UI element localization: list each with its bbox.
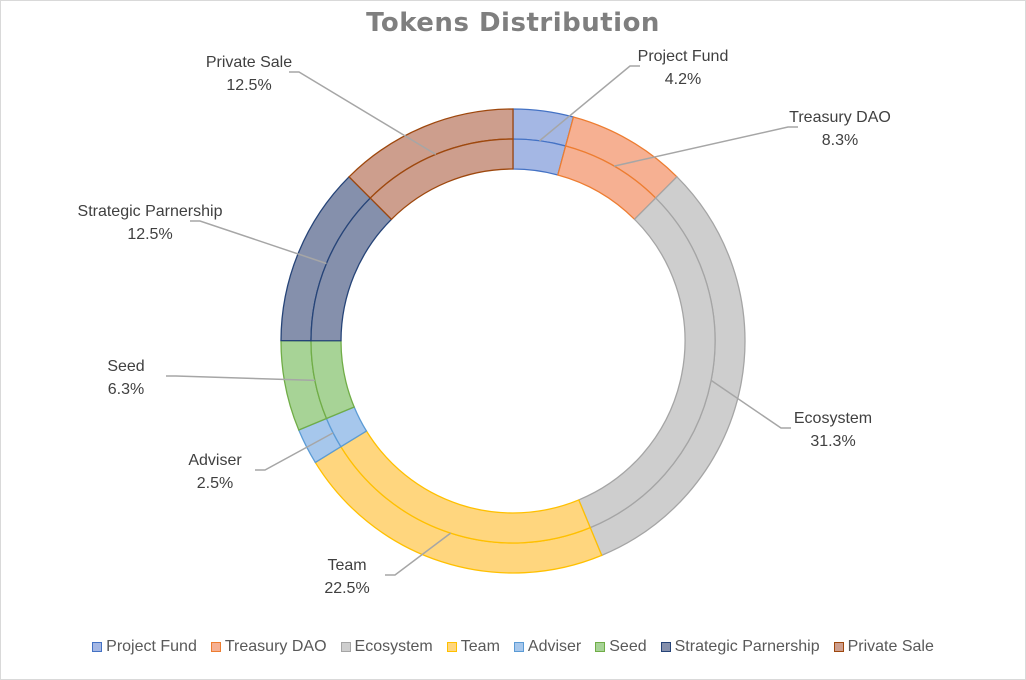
legend-swatch <box>446 642 457 652</box>
legend-swatch <box>92 642 103 652</box>
legend-label: Team <box>460 638 500 655</box>
legend-item-ecosystem: Ecosystem <box>340 638 433 656</box>
data-label-category: Project Fund <box>638 48 729 65</box>
legend-item-team: Team <box>446 638 500 656</box>
data-label-category: Strategic Parnership <box>78 203 223 220</box>
legend-item-treasury-dao: Treasury DAO <box>210 638 327 656</box>
legend-swatch <box>595 642 606 652</box>
legend-label: Seed <box>609 638 647 655</box>
data-label-value: 12.5% <box>226 77 271 94</box>
leader-line <box>190 220 327 265</box>
chart-title: Tokens Distribution <box>366 8 660 38</box>
legend-label: Strategic Parnership <box>674 638 820 655</box>
legend-swatch <box>660 642 671 652</box>
legend-label: Treasury DAO <box>224 638 327 655</box>
legend-item-project-fund: Project Fund <box>92 638 197 656</box>
legend-swatch <box>833 642 844 652</box>
legend-label: Adviser <box>527 638 582 655</box>
legend-item-adviser: Adviser <box>513 638 582 656</box>
legend-swatch <box>513 642 524 652</box>
legend-swatch <box>340 642 351 652</box>
data-label-category: Seed <box>107 358 144 375</box>
data-label-value: 31.3% <box>810 433 855 450</box>
data-label-category: Adviser <box>188 452 242 469</box>
data-label-value: 4.2% <box>665 71 701 88</box>
leader-line <box>166 375 315 382</box>
leader-line <box>385 532 452 576</box>
data-label-value: 22.5% <box>324 580 369 597</box>
slice-private-sale-inner <box>369 138 514 221</box>
data-label-category: Team <box>327 557 366 574</box>
legend-item-seed: Seed <box>595 638 647 656</box>
leader-line <box>613 126 798 167</box>
leader-line <box>710 379 791 429</box>
legend-label: Private Sale <box>847 638 934 655</box>
data-label-category: Ecosystem <box>794 410 872 427</box>
data-label-category: Private Sale <box>206 54 292 71</box>
data-label-value: 2.5% <box>197 475 233 492</box>
data-label-value: 12.5% <box>127 226 172 243</box>
slice-project-fund-inner <box>512 138 567 176</box>
legend-item-strategic-parnership: Strategic Parnership <box>660 638 820 656</box>
data-label-value: 6.3% <box>108 381 144 398</box>
leader-line <box>255 432 334 471</box>
chart-legend: Project Fund Treasury DAO Ecosystem Team Adv… <box>0 638 1026 656</box>
legend-label: Project Fund <box>106 638 197 655</box>
legend-item-private-sale: Private Sale <box>833 638 934 656</box>
legend-label: Ecosystem <box>354 638 433 655</box>
leader-line <box>289 71 437 155</box>
leader-line <box>539 65 640 142</box>
legend-swatch <box>210 642 221 652</box>
data-label-category: Treasury DAO <box>789 109 891 126</box>
data-label-value: 8.3% <box>822 132 858 149</box>
